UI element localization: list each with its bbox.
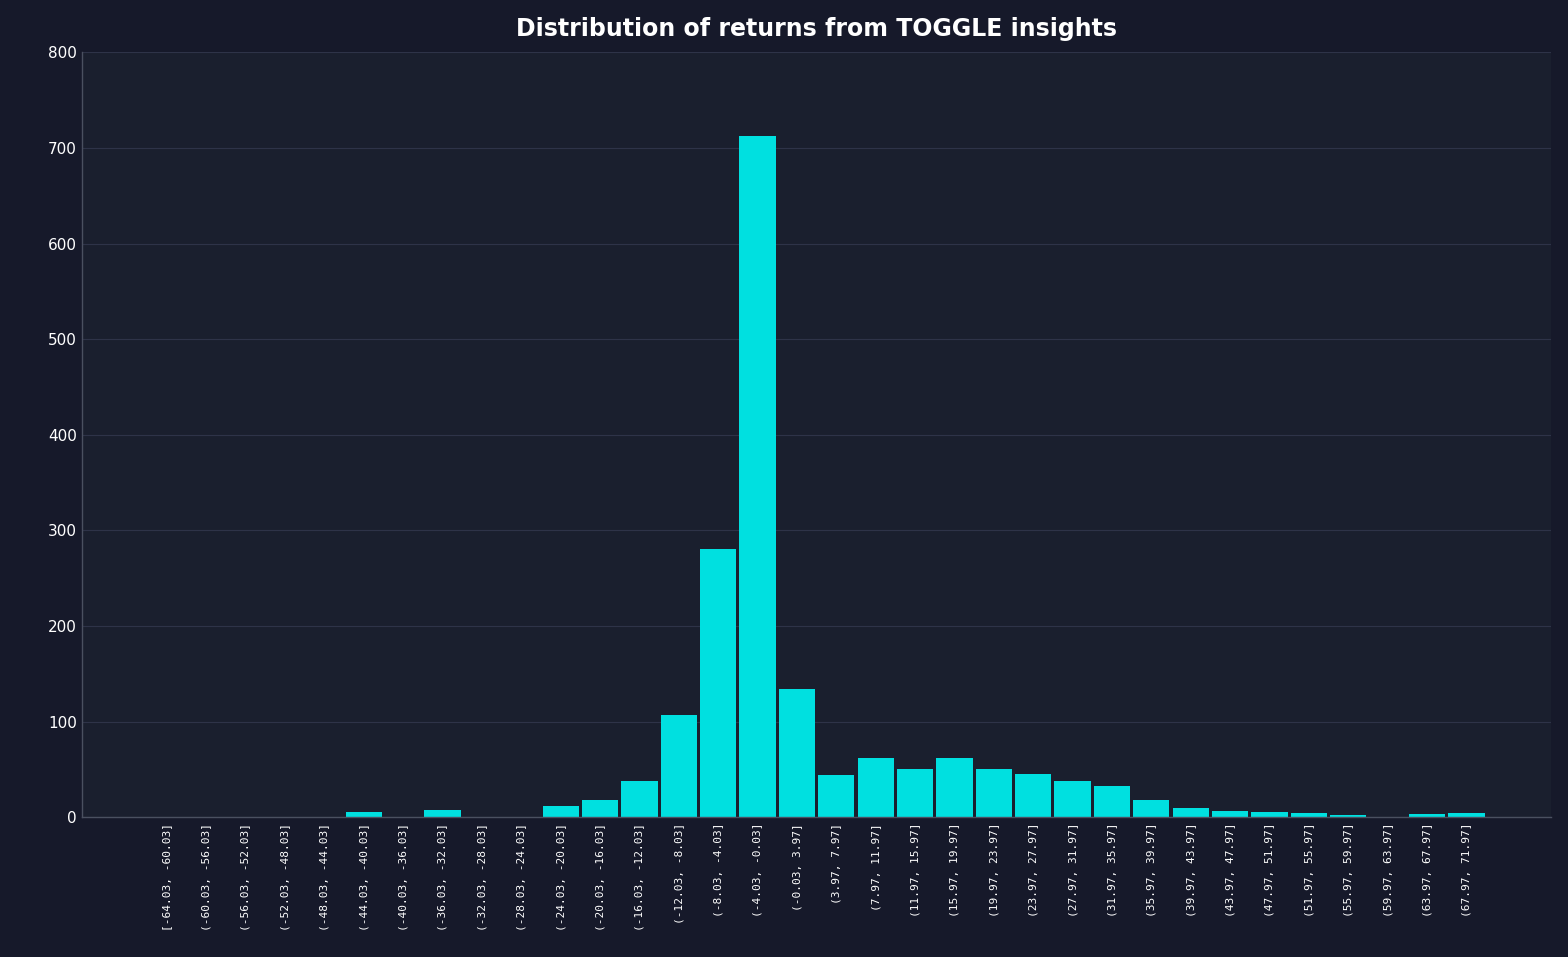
Bar	[1055, 781, 1091, 817]
Bar	[897, 769, 933, 817]
Bar	[543, 806, 579, 817]
Bar	[621, 781, 657, 817]
Bar	[1014, 774, 1051, 817]
Bar	[975, 769, 1011, 817]
Bar	[740, 136, 776, 817]
Bar	[936, 758, 972, 817]
Bar	[1094, 786, 1131, 817]
Bar	[1251, 812, 1287, 817]
Bar	[779, 689, 815, 817]
Bar	[1212, 811, 1248, 817]
Bar	[1134, 800, 1170, 817]
Title: Distribution of returns from TOGGLE insights: Distribution of returns from TOGGLE insi…	[516, 16, 1116, 40]
Bar	[660, 715, 696, 817]
Bar	[1410, 814, 1446, 817]
Bar	[1290, 813, 1327, 817]
Bar	[1330, 815, 1366, 817]
Bar	[345, 812, 383, 817]
Bar	[425, 810, 461, 817]
Bar	[818, 775, 855, 817]
Bar	[699, 548, 737, 817]
Bar	[582, 800, 618, 817]
Bar	[1173, 808, 1209, 817]
Bar	[858, 758, 894, 817]
Bar	[1449, 813, 1485, 817]
